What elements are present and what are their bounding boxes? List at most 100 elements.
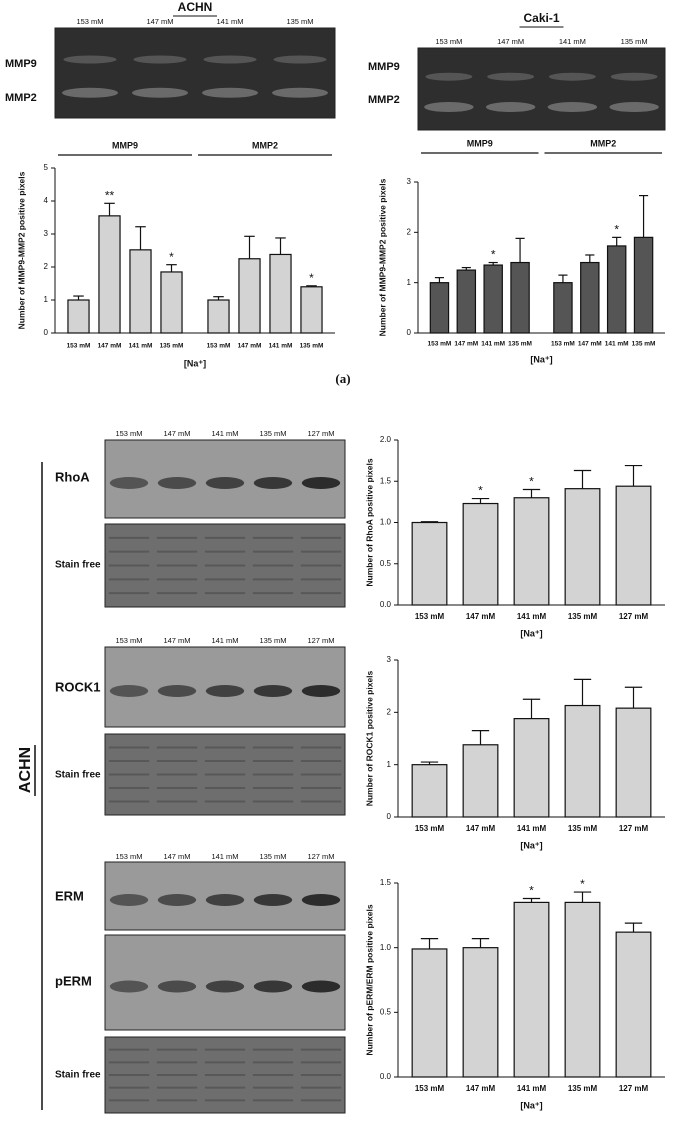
bar — [160, 271, 183, 334]
row-label: ERM — [55, 888, 84, 903]
lane-label: 127 mM — [307, 636, 334, 645]
x-tick-label: 127 mM — [619, 612, 649, 621]
lane-label: 127 mM — [307, 429, 334, 438]
bar — [615, 931, 652, 1078]
y-tick-label: 3 — [387, 655, 392, 664]
lane-label: 153 mM — [115, 636, 142, 645]
lane-label: 141 mM — [211, 852, 238, 861]
bar — [615, 707, 652, 818]
y-tick-label: 1 — [44, 295, 49, 304]
y-tick-label: 0.0 — [380, 600, 392, 609]
bar — [456, 269, 477, 334]
y-tick-label: 1 — [387, 760, 392, 769]
blot-title: Caki-1 — [523, 11, 559, 25]
blot-band — [610, 72, 658, 81]
x-tick-label: 127 mM — [619, 1084, 649, 1093]
bar — [129, 249, 152, 334]
row-label: Stain free — [55, 1070, 101, 1081]
lane-label: 135 mM — [259, 636, 286, 645]
group-label: MMP2 — [252, 140, 278, 150]
bar — [615, 485, 652, 606]
lane-label: 147 mM — [163, 636, 190, 645]
x-tick-label: 153 mM — [207, 343, 231, 350]
panel-label: (a) — [335, 371, 350, 386]
blot-band — [132, 87, 188, 98]
y-tick-label: 1.0 — [380, 518, 392, 527]
bar — [300, 286, 323, 334]
y-axis-label: Number of RhoA positive pixels — [364, 458, 374, 586]
blot-band — [157, 894, 197, 906]
blot-image — [417, 47, 666, 131]
blot-band — [301, 685, 341, 697]
x-tick-label: 153 mM — [415, 824, 445, 833]
blot-band — [63, 55, 117, 64]
significance: * — [529, 884, 534, 898]
blot-band — [203, 55, 257, 64]
y-tick-label: 0.5 — [380, 1007, 392, 1016]
x-tick-label: 141 mM — [605, 341, 629, 348]
x-tick-label: 141 mM — [269, 343, 293, 350]
y-tick-label: 0.0 — [380, 1072, 392, 1081]
x-tick-label: 141 mM — [517, 612, 547, 621]
blot-band — [157, 477, 197, 489]
x-axis-label: [Na⁺] — [520, 628, 542, 638]
x-axis-label: [Na⁺] — [530, 354, 552, 364]
y-tick-label: 1.0 — [380, 943, 392, 952]
lane-label: 135 mM — [621, 37, 648, 46]
x-tick-label: 147 mM — [466, 612, 496, 621]
y-axis-label: Number of pERM/ERM positive pixels — [364, 904, 374, 1055]
blot-band — [548, 72, 596, 81]
blot-band — [424, 102, 474, 113]
lane-label: 135 mM — [259, 852, 286, 861]
x-tick-label: 153 mM — [415, 612, 445, 621]
blot-band — [157, 685, 197, 697]
blot-band — [109, 980, 149, 993]
y-tick-label: 1.5 — [380, 476, 392, 485]
x-tick-label: 141 mM — [517, 824, 547, 833]
x-tick-label: 127 mM — [619, 824, 649, 833]
significance: * — [614, 223, 619, 237]
significance: * — [478, 484, 483, 498]
y-tick-label: 0 — [407, 328, 412, 337]
blot-band — [301, 980, 341, 993]
bar — [98, 215, 121, 334]
row-label: MMP2 — [368, 94, 400, 106]
bar — [513, 901, 550, 1078]
significance: * — [491, 248, 496, 262]
x-tick-label: 147 mM — [238, 343, 262, 350]
lane-label: 153 mM — [435, 37, 462, 46]
y-tick-label: 0.5 — [380, 559, 392, 568]
blot-band — [109, 477, 149, 489]
x-tick-label: 147 mM — [454, 341, 478, 348]
x-tick-label: 135 mM — [632, 341, 656, 348]
x-tick-label: 153 mM — [551, 341, 575, 348]
y-tick-label: 2 — [387, 707, 392, 716]
blot-band — [109, 685, 149, 697]
blot-band — [62, 87, 118, 98]
blot-band — [253, 477, 293, 489]
y-tick-label: 0 — [387, 812, 392, 821]
x-tick-label: 135 mM — [300, 343, 324, 350]
bar — [207, 299, 230, 334]
significance: * — [169, 250, 174, 264]
bar — [580, 261, 600, 334]
bar — [510, 261, 530, 334]
x-tick-label: 135 mM — [568, 612, 598, 621]
blot-band — [157, 980, 197, 993]
lane-label: 147 mM — [146, 17, 173, 26]
bar — [269, 253, 292, 334]
blot-band — [205, 477, 245, 489]
bar — [633, 236, 654, 334]
lane-label: 141 mM — [211, 636, 238, 645]
bar — [462, 744, 499, 818]
blot-band — [547, 102, 598, 113]
x-tick-label: 135 mM — [160, 343, 184, 350]
blot-band — [109, 894, 149, 906]
lane-label: 153 mM — [76, 17, 103, 26]
lane-label: 135 mM — [259, 429, 286, 438]
x-tick-label: 141 mM — [481, 341, 505, 348]
blot-band — [273, 55, 327, 64]
y-tick-label: 1.5 — [380, 878, 392, 887]
lane-label: 141 mM — [211, 429, 238, 438]
group-label: MMP9 — [112, 140, 138, 150]
